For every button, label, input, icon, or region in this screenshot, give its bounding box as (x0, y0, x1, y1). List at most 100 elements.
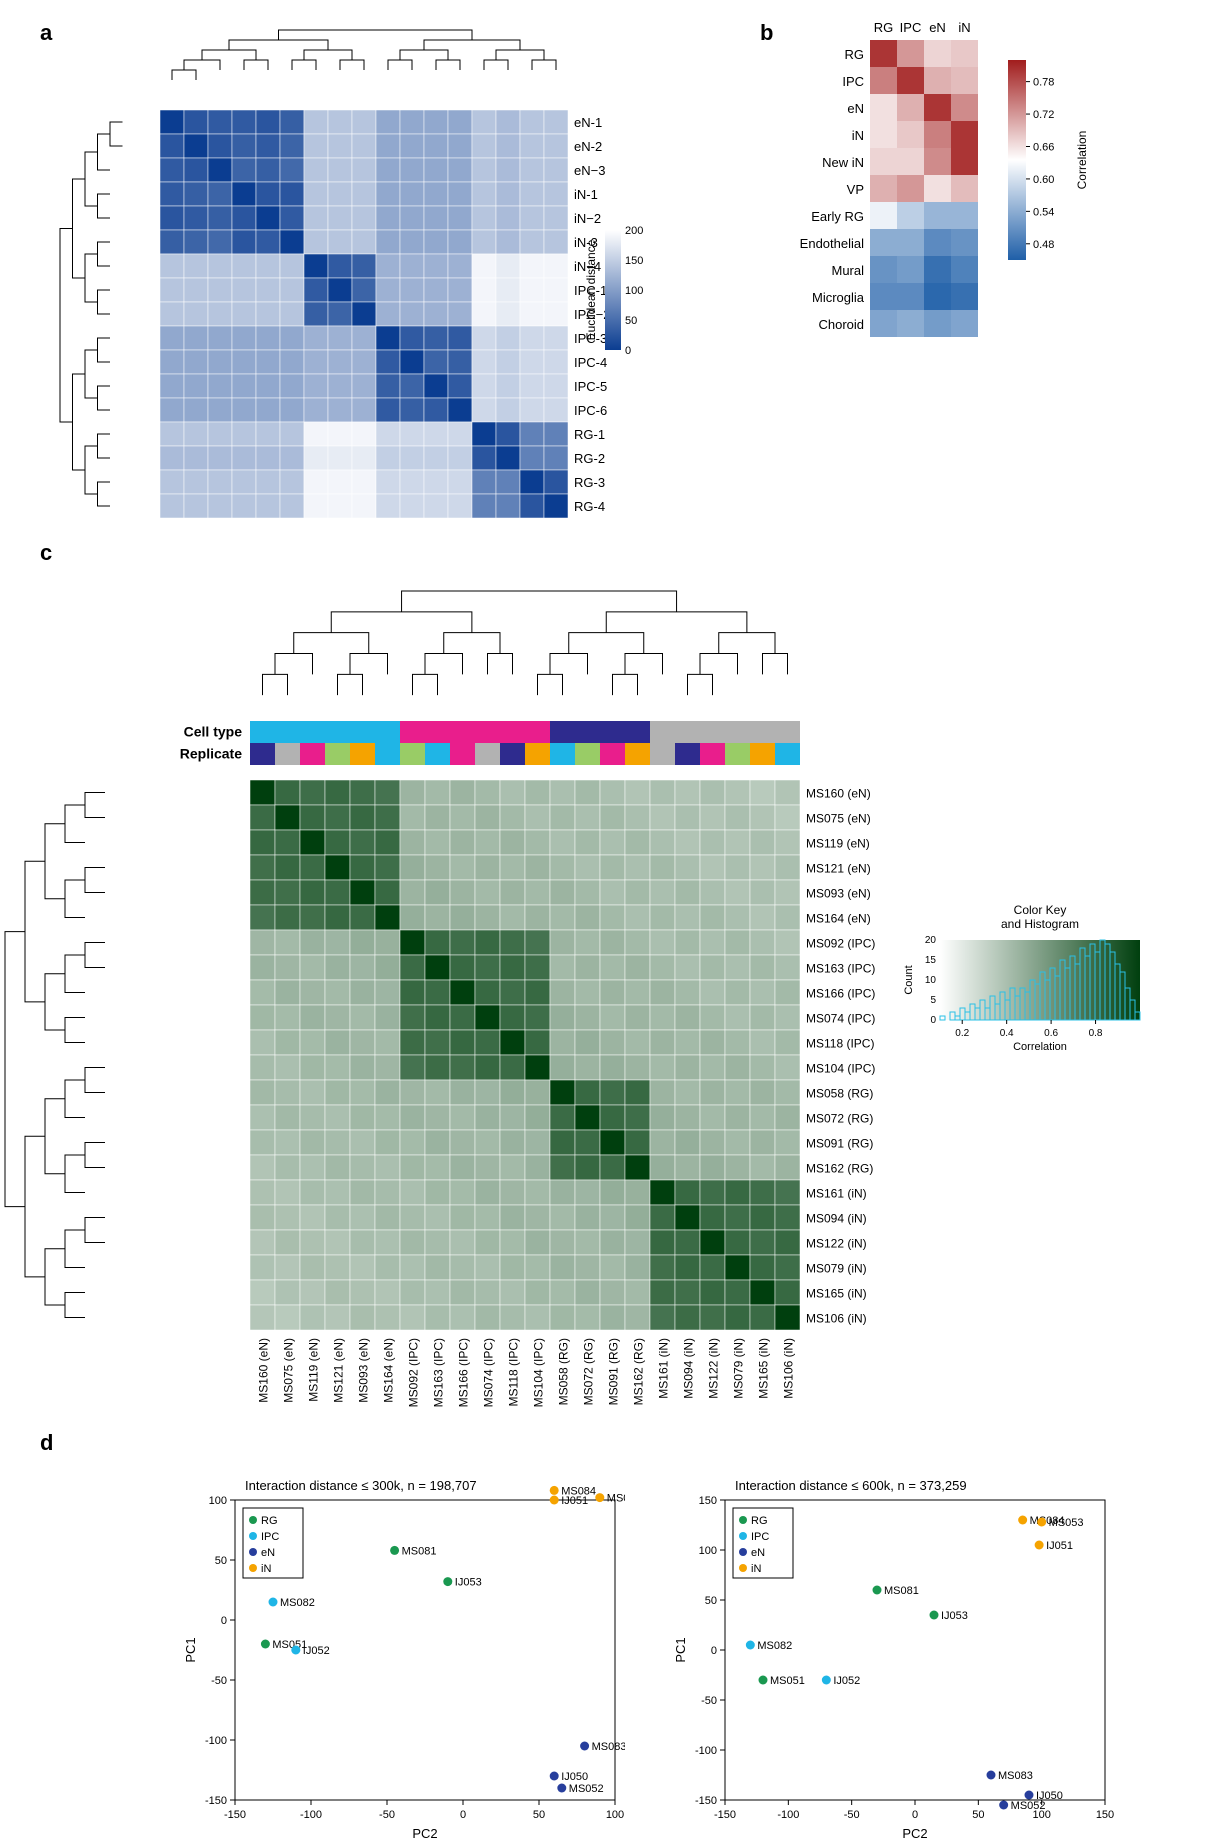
svg-text:0.4: 0.4 (1000, 1028, 1014, 1039)
svg-text:0.66: 0.66 (1033, 141, 1054, 153)
svg-text:VP: VP (847, 182, 864, 197)
svg-text:MS053: MS053 (1049, 1517, 1084, 1529)
svg-text:iN: iN (852, 128, 864, 143)
svg-text:0.8: 0.8 (1089, 1028, 1103, 1039)
svg-text:RG: RG (261, 1515, 278, 1527)
svg-text:Early RG: Early RG (811, 209, 864, 224)
svg-text:PC1: PC1 (673, 1637, 688, 1662)
svg-text:MS104 (IPC): MS104 (IPC) (532, 1338, 546, 1407)
svg-text:MS081: MS081 (884, 1585, 919, 1597)
svg-text:Choroid: Choroid (818, 317, 864, 332)
svg-text:eN: eN (261, 1547, 275, 1559)
svg-text:0.2: 0.2 (955, 1028, 969, 1039)
panel-d-plot-2: -150-100-50050100150-150-100-50050100150… (670, 1470, 1115, 1845)
svg-text:MS104 (IPC): MS104 (IPC) (806, 1062, 875, 1076)
svg-text:MS092 (IPC): MS092 (IPC) (407, 1338, 421, 1407)
svg-text:0: 0 (711, 1645, 717, 1657)
panel-c-colorkey: Color Keyand Histogram0.20.40.60.8Correl… (900, 900, 1180, 1100)
svg-text:MS166 (IPC): MS166 (IPC) (806, 987, 875, 1001)
svg-text:iN−2: iN−2 (574, 211, 601, 226)
svg-text:15: 15 (925, 955, 937, 966)
svg-text:RG: RG (751, 1515, 768, 1527)
svg-text:MS163 (IPC): MS163 (IPC) (806, 962, 875, 976)
svg-text:New iN: New iN (822, 155, 864, 170)
svg-text:-150: -150 (224, 1809, 246, 1821)
svg-text:MS122 (iN): MS122 (iN) (806, 1237, 867, 1251)
svg-text:MS058 (RG): MS058 (RG) (806, 1087, 873, 1101)
svg-text:MS082: MS082 (280, 1597, 315, 1609)
svg-text:150: 150 (699, 1495, 717, 1507)
svg-text:MS165 (iN): MS165 (iN) (806, 1287, 867, 1301)
svg-text:MS166 (IPC): MS166 (IPC) (457, 1338, 471, 1407)
svg-text:MS094 (iN): MS094 (iN) (806, 1212, 867, 1226)
svg-text:100: 100 (209, 1495, 227, 1507)
svg-text:eN-1: eN-1 (574, 115, 602, 130)
svg-text:-100: -100 (205, 1735, 227, 1747)
svg-text:iN-1: iN-1 (574, 187, 598, 202)
svg-text:iN: iN (261, 1563, 271, 1575)
svg-text:20: 20 (925, 935, 937, 946)
svg-text:MS093 (eN): MS093 (eN) (806, 887, 871, 901)
svg-text:0: 0 (221, 1615, 227, 1627)
svg-text:Color Key: Color Key (1014, 903, 1067, 917)
svg-text:MS094 (iN): MS094 (iN) (682, 1338, 696, 1399)
svg-text:RG: RG (874, 20, 894, 35)
panel-c-label: c (40, 540, 52, 566)
svg-text:RG: RG (845, 47, 865, 62)
svg-text:Count: Count (903, 965, 915, 994)
svg-text:MS079 (iN): MS079 (iN) (806, 1262, 867, 1276)
svg-text:0.72: 0.72 (1033, 109, 1054, 121)
svg-text:MS052: MS052 (569, 1783, 604, 1795)
svg-text:50: 50 (705, 1595, 717, 1607)
svg-text:eN: eN (751, 1547, 765, 1559)
svg-text:IJ053: IJ053 (941, 1610, 968, 1622)
svg-text:eN: eN (847, 101, 864, 116)
svg-text:MS081: MS081 (402, 1545, 437, 1557)
svg-text:MS106 (iN): MS106 (iN) (806, 1312, 867, 1326)
svg-text:150: 150 (1096, 1809, 1114, 1821)
svg-text:RG-4: RG-4 (574, 499, 605, 514)
svg-text:0: 0 (912, 1809, 918, 1821)
svg-text:Replicate: Replicate (180, 745, 242, 761)
svg-text:100: 100 (606, 1809, 624, 1821)
svg-text:MS079 (iN): MS079 (iN) (732, 1338, 746, 1399)
svg-text:eN: eN (929, 20, 946, 35)
svg-text:MS091 (RG): MS091 (RG) (607, 1338, 621, 1405)
svg-text:100: 100 (699, 1545, 717, 1557)
svg-text:Interaction distance ≤ 300k, n: Interaction distance ≤ 300k, n = 198,707 (245, 1478, 477, 1493)
svg-text:IPC-5: IPC-5 (574, 379, 607, 394)
panel-a-heatmap: eN-1eN-2eN−3iN-1iN−2iN-3iN−4IPC-1IPC−2IP… (40, 20, 748, 538)
panel-d-plot-1: -150-100-50050100-150-100-50050100PC2PC1… (180, 1470, 625, 1845)
svg-text:MS165 (iN): MS165 (iN) (757, 1338, 771, 1399)
svg-text:0: 0 (460, 1809, 466, 1821)
svg-text:MS118 (IPC): MS118 (IPC) (806, 1037, 874, 1051)
svg-text:100: 100 (625, 285, 643, 297)
svg-text:MS121 (eN): MS121 (eN) (806, 862, 871, 876)
svg-text:MS118 (IPC): MS118 (IPC) (507, 1338, 521, 1406)
svg-text:MS161 (iN): MS161 (iN) (806, 1187, 867, 1201)
svg-text:MS051: MS051 (770, 1675, 805, 1687)
svg-text:PC2: PC2 (412, 1826, 437, 1841)
svg-text:MS083: MS083 (998, 1770, 1033, 1782)
svg-text:MS083: MS083 (592, 1741, 625, 1753)
svg-text:IPC: IPC (842, 74, 864, 89)
svg-text:MS164 (eN): MS164 (eN) (382, 1338, 396, 1403)
svg-text:Interaction distance ≤ 600k, n: Interaction distance ≤ 600k, n = 373,259 (735, 1478, 967, 1493)
svg-text:MS052: MS052 (1011, 1800, 1046, 1812)
svg-text:eN−3: eN−3 (574, 163, 605, 178)
svg-text:MS162 (RG): MS162 (RG) (632, 1338, 646, 1405)
svg-text:-150: -150 (695, 1795, 717, 1807)
svg-text:MS058 (RG): MS058 (RG) (557, 1338, 571, 1405)
svg-text:-150: -150 (714, 1809, 736, 1821)
svg-text:MS119 (eN): MS119 (eN) (806, 837, 870, 851)
svg-text:MS093 (eN): MS093 (eN) (357, 1338, 371, 1403)
svg-text:200: 200 (625, 225, 643, 237)
svg-text:0.78: 0.78 (1033, 77, 1054, 89)
svg-text:MS162 (RG): MS162 (RG) (806, 1162, 873, 1176)
svg-text:MS074 (IPC): MS074 (IPC) (806, 1012, 875, 1026)
svg-text:PC2: PC2 (902, 1826, 927, 1841)
svg-text:Mural: Mural (831, 263, 864, 278)
svg-text:RG-3: RG-3 (574, 475, 605, 490)
svg-text:50: 50 (625, 315, 637, 327)
svg-text:eN-2: eN-2 (574, 139, 602, 154)
